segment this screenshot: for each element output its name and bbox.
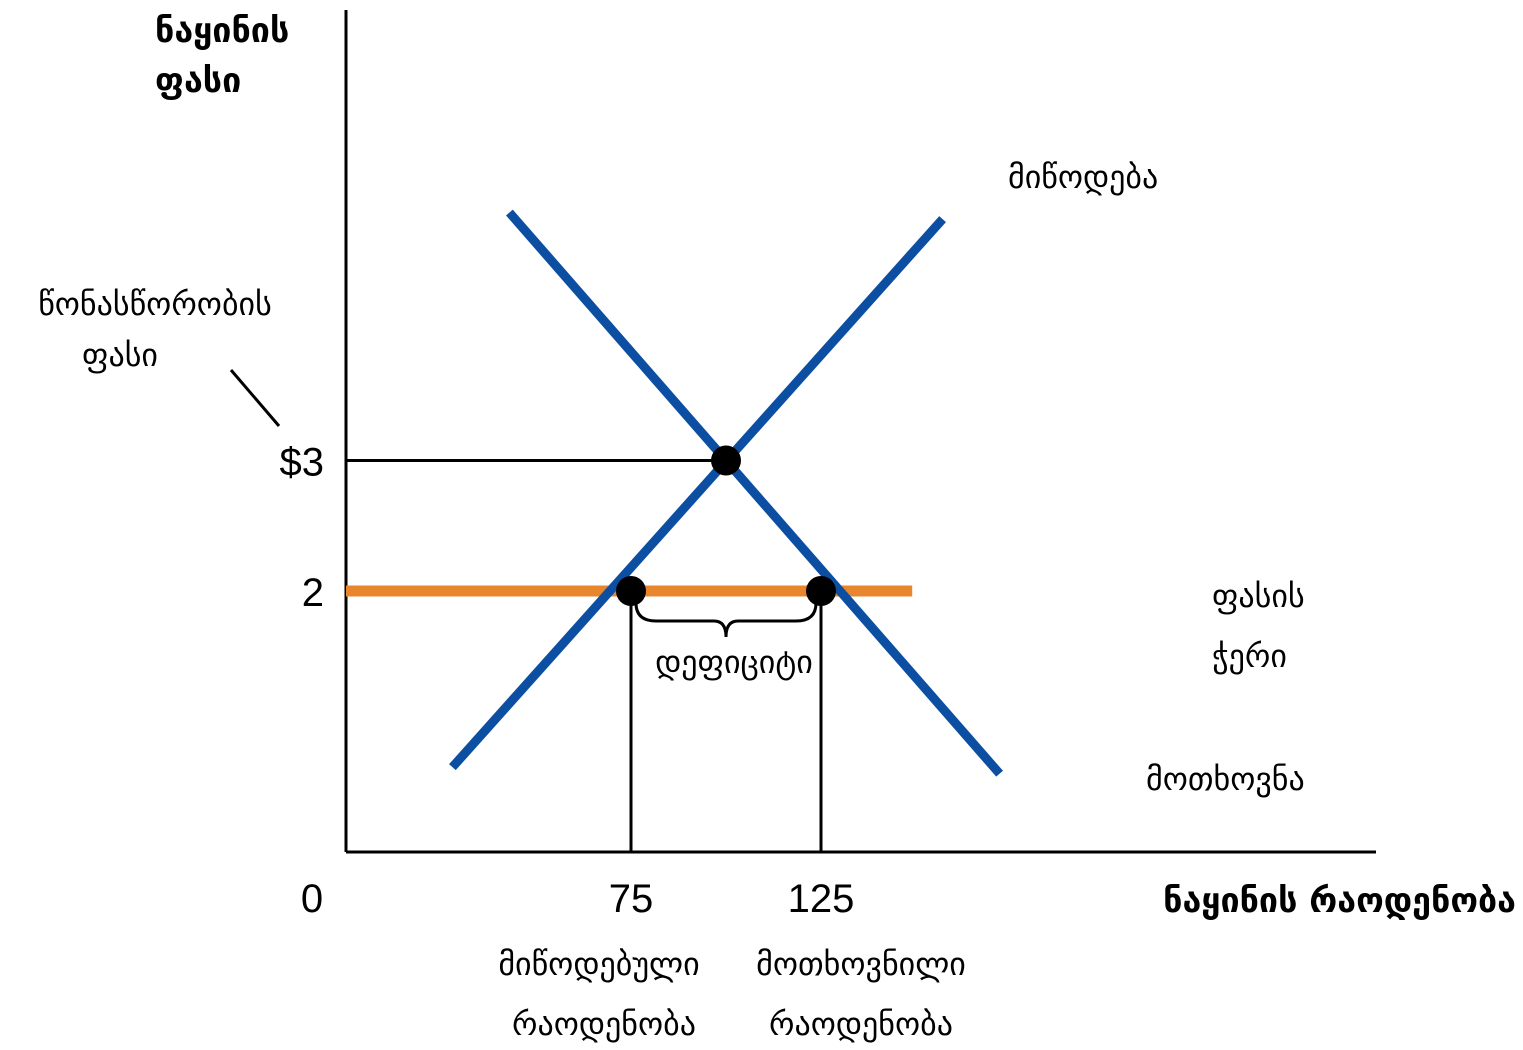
demanded-quantity-label-line-2: რაოდენობა (769, 1005, 953, 1043)
demand-label: მოთხოვნა (1146, 760, 1305, 798)
price-floor-label-line-1: ფასის (1212, 577, 1305, 615)
y-axis-label-line-1: ნაყინის (155, 11, 289, 51)
demand-curve (506, 209, 1003, 777)
demanded-quantity-label-line-1: მოთხოვნილი (756, 945, 966, 983)
equilibrium-label-line-2: ფასი (82, 336, 158, 374)
x-tick-label-75: 75 (609, 877, 654, 921)
price-floor-label-line-2: ჭერი (1212, 637, 1287, 675)
demanded-quantity-point (806, 576, 836, 606)
supply-label: მიწოდება (1008, 158, 1158, 196)
x-tick-label-125: 125 (788, 877, 855, 921)
x-axis-label: ნაყინის რაოდენობა (1163, 881, 1516, 921)
origin-label: 0 (301, 877, 323, 921)
equilibrium-pointer (229, 369, 281, 427)
supplied-quantity-label-line-2: რაოდენობა (512, 1005, 696, 1043)
supply-curve (449, 216, 946, 771)
supplied-quantity-label-line-1: მიწოდებული (498, 945, 699, 983)
supplied-quantity-point (616, 576, 646, 606)
y-tick-label-3: $3 (280, 441, 325, 485)
equilibrium-point (711, 445, 741, 476)
y-tick-label-2: 2 (302, 571, 324, 615)
y-axis-label-line-2: ფასი (155, 61, 241, 101)
shortage-brace (634, 602, 818, 638)
shortage-label: დეფიციტი (655, 643, 813, 681)
equilibrium-label-line-1: წონასწორობის (38, 285, 272, 323)
